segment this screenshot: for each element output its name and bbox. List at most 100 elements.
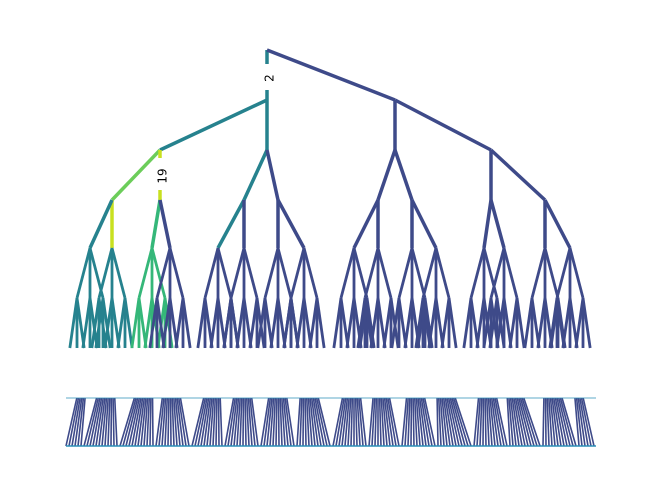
tree-edge-393: [559, 397, 574, 447]
tree-edge-258: [167, 397, 170, 447]
tree-edge-64: [150, 247, 167, 299]
tree-edge-330: [380, 397, 385, 447]
tree-edge-315: [338, 397, 347, 447]
tree-edge-300: [286, 397, 295, 447]
tree-edge-25: [410, 199, 438, 249]
tree-edge-164: [421, 247, 438, 299]
tree-edge-366: [487, 397, 493, 447]
tree-edge-337: [404, 397, 409, 447]
tree-edge-372: [506, 397, 511, 447]
tree-edge-270: [203, 397, 212, 447]
tree-edge-56: [137, 247, 154, 299]
tree-edge-128: [339, 247, 356, 299]
tree-edge-235: [98, 397, 106, 447]
tree-edge-389: [553, 397, 562, 447]
tree-edge-269: [200, 397, 210, 447]
split-label-2: 2: [263, 74, 277, 82]
tree-edge-32: [75, 247, 92, 299]
tree-edge-237: [104, 397, 109, 447]
tree-edge-260: [171, 397, 175, 447]
tree-edge-371: [495, 397, 508, 447]
tree-edge-104: [263, 247, 280, 299]
tree-edge-196: [502, 247, 519, 299]
tree-edge-184: [482, 247, 499, 299]
tree-edge-256: [161, 397, 167, 447]
tree-edge-244: [125, 397, 139, 447]
tree-edge-378: [516, 397, 529, 447]
tree-edge-302: [299, 397, 303, 447]
tree-edge-19: [543, 199, 572, 249]
tree-edge-231: [86, 397, 100, 447]
tree-edge-79: [181, 297, 192, 349]
tree-edge-388: [551, 397, 559, 447]
tree-edge-343: [417, 397, 424, 447]
tree-edge-301: [296, 397, 301, 447]
tree-edge-172: [434, 247, 451, 299]
tree-edge-286: [247, 397, 253, 447]
tree-edge-28: [216, 199, 246, 249]
tree-edge-267: [194, 397, 207, 447]
tree-edge-264: [178, 397, 187, 447]
tree-edge-100: [242, 247, 259, 299]
tree-edge-212: [555, 247, 572, 299]
tree-edge-311: [315, 397, 328, 447]
tree-edge-359: [454, 397, 472, 447]
tree-edge-160: [410, 247, 427, 299]
tree-edge-287: [249, 397, 256, 447]
tree-edge-316: [341, 397, 349, 447]
tree-edge-391: [556, 397, 568, 447]
tree-edge-308: [310, 397, 319, 447]
tree-edge-386: [548, 397, 553, 447]
tree-edge-268: [197, 397, 208, 447]
tree-edge-246: [131, 397, 142, 447]
tree-edge-52: [110, 247, 127, 299]
tree-edge-266: [191, 397, 205, 447]
tree-edge-238: [107, 397, 111, 447]
tree-edge-225: [68, 397, 80, 447]
tree-edge-397: [577, 397, 586, 447]
tree-edge-368: [490, 397, 499, 447]
tree-edge-10: [150, 199, 162, 249]
tree-edge-272: [209, 397, 215, 447]
tree-edge-298: [282, 397, 289, 447]
tree-edge-307: [309, 397, 316, 447]
tree-labels: 2 19: [156, 74, 277, 183]
tree-edge-252: [149, 397, 152, 447]
tree-edge-152: [397, 247, 414, 299]
tree-edge-229: [80, 397, 86, 447]
tree-edge-364: [484, 397, 487, 447]
tree-edge-309: [312, 397, 322, 447]
tree-edge-365: [485, 397, 490, 447]
tree-edge-329: [378, 397, 382, 447]
tree-edge-271: [206, 397, 213, 447]
tree-edge-306: [307, 397, 313, 447]
tree-edge-21: [489, 199, 506, 249]
tree-edge-292: [269, 397, 275, 447]
tree-edge-290: [263, 397, 272, 447]
tree-edge-243: [122, 397, 137, 447]
tree-edge-241: [113, 397, 118, 447]
tree-edge-369: [492, 397, 502, 447]
tree-edge-224: [65, 397, 78, 447]
tree-edge-227: [74, 397, 83, 447]
tree-edge-200: [530, 247, 547, 299]
tree-edge-375: [511, 397, 520, 447]
tree-edge-13: [394, 98, 492, 152]
tree-edge-361: [476, 397, 481, 447]
split-label-19: 19: [156, 168, 170, 183]
tree-edge-333: [385, 397, 394, 447]
tree-edge-136: [352, 247, 369, 299]
tree-edge-176: [469, 247, 486, 299]
tree-edge-76: [168, 247, 185, 299]
tree-edge-250: [143, 397, 149, 447]
tree-edge-16: [376, 149, 397, 201]
tree-edge-5: [110, 148, 162, 202]
tree-edge-387: [549, 397, 556, 447]
tree-edge-305: [305, 397, 310, 447]
tree-edge-335: [388, 397, 400, 447]
tree-edge-355: [447, 397, 460, 447]
tree-edge-257: [164, 397, 169, 447]
tree-edge-20: [482, 199, 493, 249]
tree-edge-230: [83, 397, 98, 447]
